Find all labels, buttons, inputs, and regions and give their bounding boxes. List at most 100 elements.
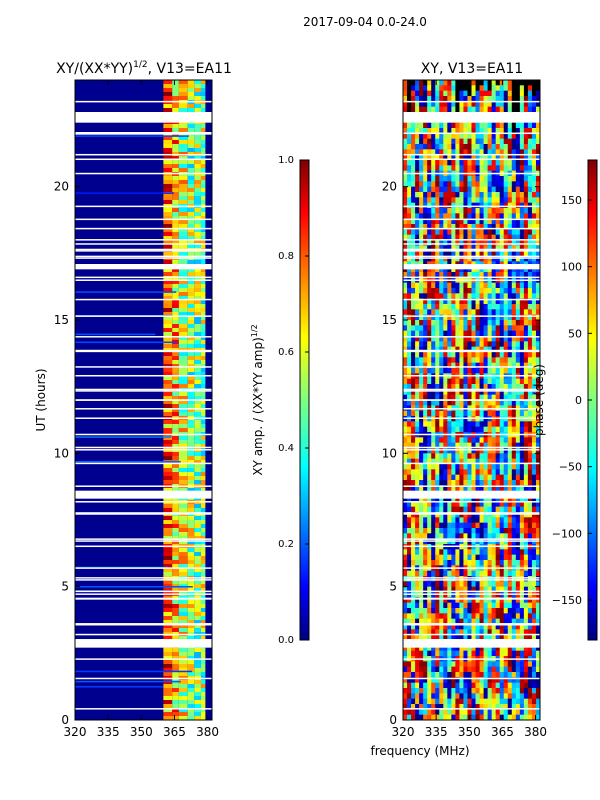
right-heat-cell [403, 176, 408, 182]
right-heat-cell [503, 176, 509, 182]
right-heat-cell [511, 336, 517, 342]
left-heat-cell [163, 456, 173, 461]
right-heat-cell [415, 288, 420, 294]
data-gap [75, 490, 212, 499]
left-heat-cell [172, 556, 179, 561]
right-heat-cell [439, 682, 444, 689]
left-heat-cell [200, 408, 206, 413]
right-heat-cell [415, 522, 420, 529]
right-heat-cell [463, 613, 468, 620]
right-heat-cell [403, 298, 408, 305]
left-heat-cell [187, 104, 195, 109]
left-heat-cell [163, 440, 173, 445]
right-heat-cell [467, 357, 472, 364]
right-heat-cell [491, 410, 497, 417]
right-heat-cell [463, 645, 468, 652]
right-heat-cell [495, 149, 501, 156]
right-heat-cell [527, 208, 533, 214]
right-heat-cell [463, 533, 468, 540]
right-heat-cell [483, 597, 489, 604]
right-heat-cell [487, 426, 493, 433]
right-heat-cell [427, 549, 432, 556]
right-heat-cell [519, 224, 525, 230]
right-heat-cell [407, 288, 412, 294]
left-heat-cell [178, 160, 188, 165]
right-heat-cell [491, 282, 497, 289]
left-heat-cell [172, 196, 179, 201]
right-heat-cell [419, 394, 424, 401]
right-heat-cell [483, 336, 489, 342]
left-heat-cell [172, 568, 179, 573]
right-heat-cell [463, 282, 468, 289]
left-heat-cell [172, 84, 179, 89]
right-heat-cell [479, 282, 484, 289]
right-heat-cell [431, 154, 436, 161]
right-heat-cell [483, 384, 489, 390]
right-heat-cell [415, 634, 420, 641]
right-heat-cell [475, 517, 480, 524]
right-heat-cell [511, 378, 517, 385]
right-heat-cell [439, 394, 444, 401]
right-heat-cell [535, 554, 541, 561]
right-heat-cell [483, 480, 489, 486]
right-heat-cell [427, 202, 432, 209]
left-heat-cell [163, 564, 173, 569]
right-heat-cell [463, 229, 468, 236]
left-heat-cell [187, 276, 195, 281]
right-heat-cell [531, 229, 537, 236]
right-heat-cell [535, 101, 541, 108]
left-heat-cell [178, 104, 188, 109]
right-heat-cell [431, 330, 436, 337]
right-heat-cell [527, 218, 533, 225]
right-heat-cell [535, 682, 541, 689]
right-heat-cell [435, 650, 440, 657]
right-heat-cell [475, 533, 480, 540]
right-heat-cell [515, 533, 521, 540]
right-heat-cell [499, 250, 505, 257]
right-heat-cell [523, 362, 529, 369]
left-heat-cell [194, 472, 201, 477]
left-heat-cell [187, 380, 195, 385]
right-heat-cell [531, 480, 537, 486]
left-heat-cell [200, 156, 206, 161]
left-heat-cell [178, 488, 188, 493]
right-heat-cell [455, 645, 460, 652]
right-heat-cell [531, 149, 537, 156]
left-heat-cell [178, 664, 188, 669]
right-heat-cell [439, 560, 444, 566]
right-heat-cell [403, 661, 408, 668]
right-heat-cell [479, 517, 484, 524]
right-heat-cell [427, 554, 432, 561]
left-heat-cell [194, 96, 201, 101]
right-heat-cell [451, 298, 456, 305]
right-heat-cell [479, 448, 484, 454]
right-heat-cell [527, 421, 533, 428]
right-heat-cell [435, 554, 440, 561]
right-heat-cell [415, 272, 420, 278]
right-heat-cell [499, 314, 505, 321]
right-heat-cell [535, 266, 541, 273]
right-heat-cell [499, 272, 505, 278]
right-heat-cell [431, 224, 436, 230]
left-heat-cell [178, 260, 188, 265]
right-heat-cell [447, 208, 452, 214]
right-heat-cell [503, 160, 509, 166]
right-heat-cell [535, 634, 541, 641]
right-heat-cell [415, 613, 420, 620]
right-heat-cell [471, 458, 476, 465]
right-heat-cell [415, 528, 420, 534]
right-heat-cell [431, 240, 436, 246]
right-heat-cell [495, 458, 501, 465]
right-heat-cell [523, 154, 529, 161]
left-heat-cell [187, 548, 195, 553]
right-heat-cell [403, 528, 408, 534]
right-heat-cell [515, 304, 521, 310]
right-heat-cell [415, 474, 420, 481]
right-heat-cell [515, 240, 521, 246]
left-heat-cell [187, 556, 195, 561]
left-heat-cell [194, 552, 201, 557]
right-heat-cell [407, 304, 412, 310]
right-heat-cell [527, 528, 533, 534]
right-heat-cell [451, 608, 456, 614]
right-heat-cell [503, 309, 509, 316]
